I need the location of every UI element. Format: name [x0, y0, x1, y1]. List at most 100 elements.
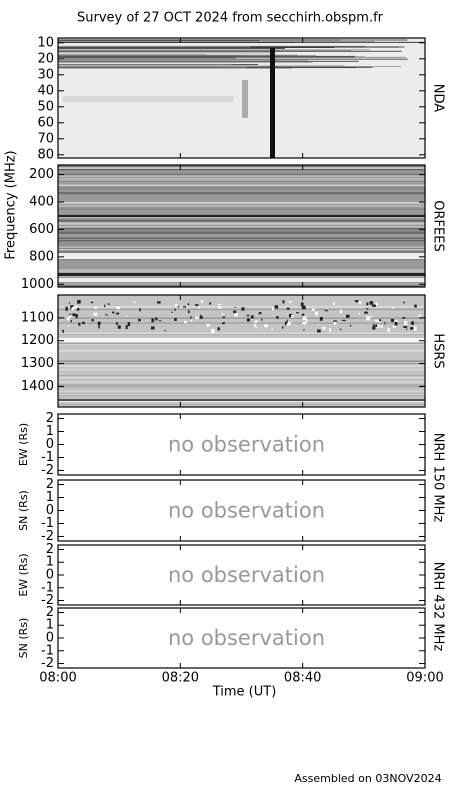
texture: [75, 313, 78, 318]
texture: [234, 306, 236, 308]
texture: [364, 311, 368, 314]
y-tick-label: 400: [29, 195, 54, 210]
texture: [333, 302, 335, 305]
y-tick-label: 60: [37, 115, 54, 130]
texture: [281, 326, 284, 329]
y-tick-label: 2: [46, 477, 54, 492]
y-tick-label: -2: [41, 529, 54, 544]
texture: [183, 306, 187, 308]
texture: [410, 327, 414, 330]
x-tick-label: 09:00: [406, 671, 443, 686]
texture: [82, 321, 85, 325]
texture: [217, 327, 220, 331]
texture: [339, 328, 342, 331]
x-tick-label: 08:00: [39, 671, 76, 686]
y-tick-label: 2: [46, 605, 54, 620]
texture: [254, 320, 258, 323]
texture: [174, 308, 176, 311]
texture: [93, 312, 98, 316]
y-axis-label: EW (Rs): [17, 423, 30, 466]
panel-frame: [57, 294, 426, 408]
y-tick-label: 50: [37, 99, 54, 114]
texture: [291, 315, 294, 318]
texture: [65, 306, 68, 311]
texture: [372, 326, 376, 330]
texture: [366, 302, 369, 306]
y-tick-label: 1: [46, 618, 54, 633]
texture: [324, 310, 329, 312]
spectrogram: [58, 165, 425, 287]
texture: [184, 320, 187, 324]
y-tick-label: 0: [46, 503, 54, 518]
annotation: no observation: [168, 563, 325, 587]
texture: [358, 313, 361, 315]
texture: [94, 307, 98, 309]
texture: [384, 321, 386, 325]
y-tick-label: -1: [41, 580, 54, 595]
texture: [58, 338, 425, 342]
texture: [371, 304, 376, 307]
texture: [199, 316, 203, 319]
y-tick-label: 10: [37, 35, 54, 50]
y-axis-label: SN (Rs): [17, 618, 30, 659]
texture: [378, 319, 382, 322]
texture: [414, 304, 417, 308]
texture: [116, 312, 120, 315]
texture: [250, 315, 254, 319]
texture: [171, 311, 173, 313]
panel-frame: [57, 37, 426, 159]
texture: [370, 316, 372, 319]
texture: [380, 325, 383, 328]
texture: [218, 305, 222, 309]
y-tick-label: 2: [46, 411, 54, 426]
texture: [91, 319, 94, 322]
texture: [104, 304, 106, 308]
texture: [222, 316, 226, 318]
x-axis-label: Time (UT): [212, 685, 277, 700]
texture: [194, 304, 199, 306]
texture: [116, 306, 120, 310]
texture: [359, 301, 362, 305]
texture: [366, 316, 371, 321]
texture: [369, 301, 374, 305]
x-tick-label: 08:40: [284, 671, 321, 686]
texture: [286, 322, 291, 325]
texture: [209, 302, 212, 305]
texture: [117, 325, 121, 329]
texture: [77, 300, 81, 304]
texture: [404, 321, 408, 325]
y-tick-label: 600: [29, 222, 54, 237]
y-tick-label: 2: [46, 542, 54, 557]
y-tick-label: 0: [46, 631, 54, 646]
texture: [391, 307, 395, 309]
texture: [187, 310, 190, 314]
texture: [350, 324, 352, 327]
texture: [303, 329, 305, 331]
texture: [286, 319, 288, 324]
texture: [376, 324, 380, 328]
texture: [333, 320, 337, 322]
texture: [174, 318, 177, 321]
texture: [288, 314, 293, 318]
texture: [374, 319, 379, 322]
texture: [406, 328, 408, 330]
y-tick-label: 1300: [21, 356, 54, 371]
texture: [97, 321, 101, 325]
texture: [68, 314, 72, 316]
y-tick-label: -1: [41, 643, 54, 658]
texture: [69, 314, 72, 317]
panel-label: ORFEES: [431, 200, 446, 251]
footer: Assembled on 03NOV2024: [294, 772, 441, 785]
texture: [177, 306, 180, 308]
texture: [274, 305, 279, 309]
y-tick-label: 0: [46, 437, 54, 452]
panel-frame: [57, 164, 426, 288]
texture: [200, 300, 204, 303]
y-tick-label: 30: [37, 67, 54, 82]
texture: [70, 316, 75, 318]
texture: [366, 308, 369, 310]
y-tick-label: 1400: [21, 379, 54, 394]
y-tick-label: 0: [46, 568, 54, 583]
y-tick-label: 20: [37, 51, 54, 66]
texture: [373, 325, 377, 327]
